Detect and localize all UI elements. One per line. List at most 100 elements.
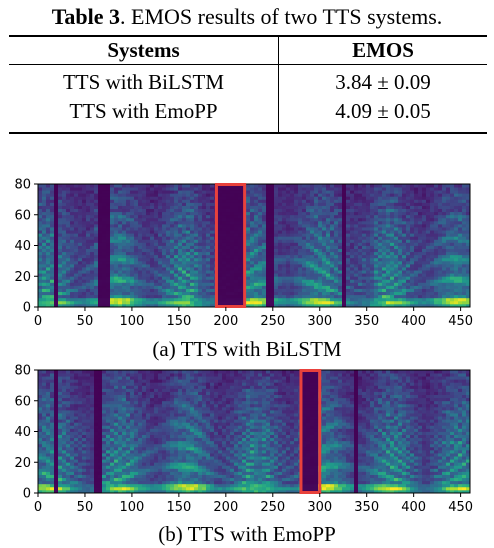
- spectrogram-cell: [74, 254, 79, 259]
- spectrogram-cell: [250, 273, 255, 277]
- spectrogram-cell: [458, 279, 463, 283]
- spectrogram-cell: [126, 267, 131, 271]
- spectrogram-cell: [306, 202, 311, 206]
- spectrogram-cell: [270, 236, 275, 240]
- spectrogram-cell: [410, 184, 415, 188]
- spectrogram-cell: [426, 190, 431, 194]
- spectrogram-cell: [342, 288, 347, 293]
- spectrogram-cell: [138, 270, 143, 274]
- spectrogram-cell: [266, 199, 271, 203]
- spectrogram-cell: [154, 254, 159, 259]
- spectrogram-cell: [86, 425, 91, 429]
- spectrogram-cell: [126, 300, 131, 305]
- spectrogram-cell: [58, 270, 63, 274]
- spectrogram-cell: [178, 248, 183, 253]
- spectrogram-cell: [298, 282, 303, 286]
- spectrogram-cell: [330, 211, 335, 216]
- spectrogram-cell: [58, 267, 63, 271]
- spectrogram-cell: [290, 223, 295, 228]
- spectrogram-cell: [46, 223, 51, 228]
- spectrogram-cell: [82, 440, 87, 445]
- spectrogram-cell: [134, 205, 139, 209]
- spectrogram-cell: [458, 251, 463, 256]
- spectrogram-cell: [386, 285, 391, 289]
- spectrogram-cell: [322, 199, 327, 203]
- spectrogram-cell: [450, 273, 455, 277]
- spectrogram-cell: [198, 251, 203, 256]
- spectrogram-cell: [102, 297, 107, 302]
- spectrogram-cell: [238, 187, 243, 191]
- spectrogram-cell: [106, 214, 111, 219]
- spectrogram-cell: [310, 199, 315, 203]
- spectrogram-cell: [394, 214, 399, 219]
- spectrogram-cell: [350, 297, 355, 302]
- spectrogram-cell: [314, 248, 319, 253]
- spectrogram-cell: [62, 391, 67, 395]
- spectrogram-cell: [190, 288, 195, 293]
- spectrogram-cell: [262, 285, 267, 289]
- spectrogram-cell: [58, 419, 63, 423]
- spectrogram-cell: [74, 468, 79, 472]
- spectrogram-cell: [390, 254, 395, 259]
- spectrogram-cell: [422, 291, 427, 296]
- spectrogram-cell: [378, 187, 383, 191]
- spectrogram-cell: [306, 205, 311, 209]
- spectrogram-cell: [454, 254, 459, 259]
- spectrogram-cell: [314, 263, 319, 268]
- spectrogram-cell: [138, 190, 143, 194]
- spectrogram-cell: [218, 291, 223, 296]
- spectrogram-cell: [94, 199, 99, 203]
- spectrogram-cell: [198, 303, 203, 308]
- spectrogram-cell: [462, 208, 467, 213]
- spectrogram-cell: [430, 245, 435, 249]
- spectrogram-cell: [198, 248, 203, 253]
- spectrogram-cell: [378, 220, 383, 225]
- spectrogram-cell: [358, 248, 363, 253]
- spectrogram-cell: [114, 187, 119, 191]
- spectrogram-cell: [58, 202, 63, 206]
- spectrogram-cell: [258, 199, 263, 203]
- spectrogram-cell: [362, 303, 367, 308]
- spectrogram-cell: [454, 285, 459, 289]
- spectrogram-cell: [278, 245, 283, 249]
- spectrogram-cell: [374, 263, 379, 268]
- spectrogram-cell: [198, 223, 203, 228]
- spectrogram-cell: [46, 300, 51, 305]
- spectrogram-cell: [422, 263, 427, 268]
- spectrogram-cell: [362, 187, 367, 191]
- spectrogram-cell: [94, 483, 99, 488]
- spectrogram-cell: [266, 211, 271, 216]
- spectrogram-cell: [402, 270, 407, 274]
- spectrogram-cell: [234, 233, 239, 237]
- spectrogram-cell: [54, 465, 59, 469]
- spectrogram-cell: [90, 440, 95, 445]
- spectrogram-cell: [466, 276, 471, 280]
- spectrogram-cell: [210, 245, 215, 249]
- spectrogram-cell: [82, 385, 87, 389]
- spectrogram-cell: [298, 202, 303, 206]
- spectrogram-cell: [414, 193, 419, 197]
- spectrogram-cell: [438, 294, 443, 299]
- spectrogram-cell: [346, 303, 351, 308]
- spectrogram-cell: [270, 300, 275, 305]
- spectrogram-cell: [442, 260, 447, 265]
- spectrogram-cell: [58, 288, 63, 293]
- spectrogram-cell: [186, 214, 191, 219]
- spectrogram-cell: [274, 233, 279, 237]
- spectrogram-cell: [330, 184, 335, 188]
- spectrogram-cell: [406, 285, 411, 289]
- spectrogram-cell: [358, 220, 363, 225]
- spectrogram-cell: [374, 260, 379, 265]
- spectrogram-cell: [422, 187, 427, 191]
- spectrogram-cell: [70, 370, 75, 374]
- spectrogram-cell: [50, 267, 55, 271]
- spectrogram-cell: [410, 282, 415, 286]
- spectrogram-cell: [362, 300, 367, 305]
- spectrogram-cell: [434, 273, 439, 277]
- spectrogram-cell: [322, 214, 327, 219]
- spectrogram-cell: [50, 489, 55, 494]
- spectrogram-cell: [422, 260, 427, 265]
- spectrogram-cell: [374, 184, 379, 188]
- spectrogram-cell: [58, 239, 63, 243]
- spectrogram-cell: [186, 288, 191, 293]
